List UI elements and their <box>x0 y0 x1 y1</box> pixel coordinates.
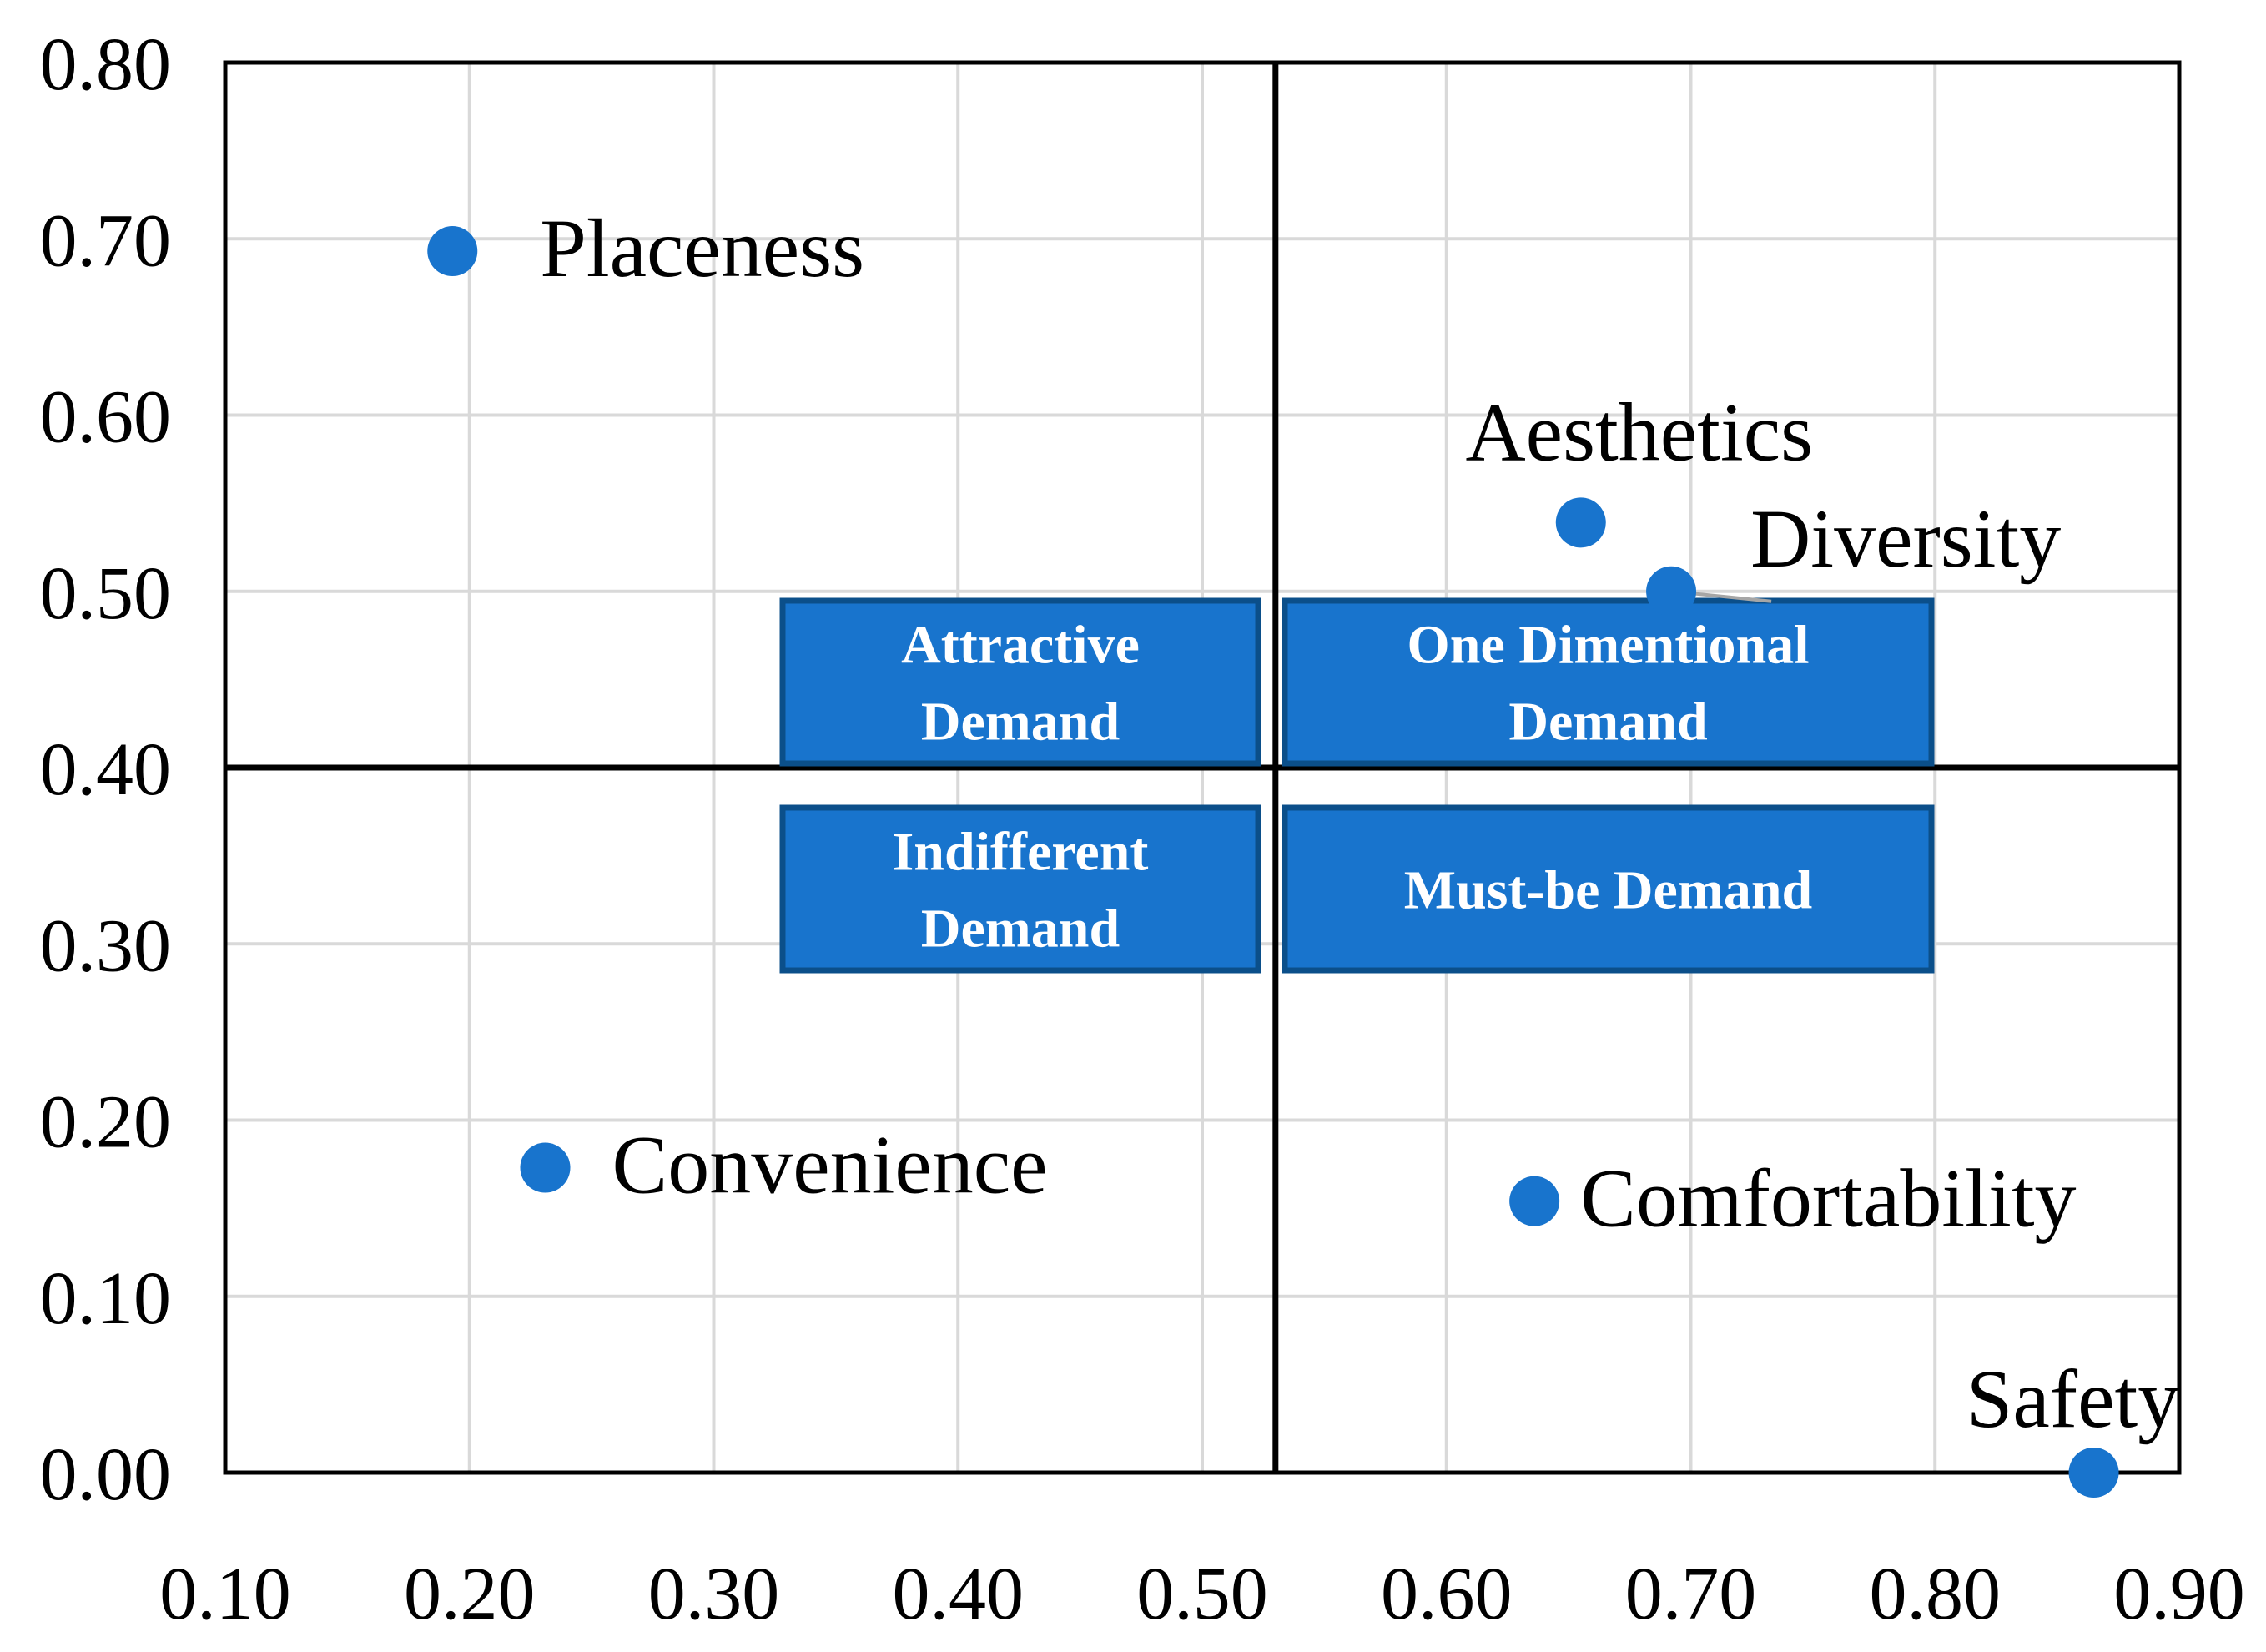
one-dimensional-box-label: One Dimentional <box>1407 615 1809 676</box>
one-dimensional-demand-box: One Dimentional Demand <box>1282 597 1935 767</box>
indifferent-box-bg <box>779 804 1261 974</box>
y-tick-label: 0.00 <box>40 1433 172 1516</box>
y-tick-label: 0.60 <box>40 376 172 459</box>
placeness-point <box>427 226 478 277</box>
quadrant-dividers <box>225 63 2179 1473</box>
convenience-point <box>520 1142 571 1193</box>
y-tick-label: 0.80 <box>40 23 172 106</box>
must-be-box-bg <box>1282 804 1935 974</box>
data-points: Placeness Aesthetics Diversity Convenience C… <box>427 202 2179 1498</box>
attractive-box-bg <box>779 597 1261 767</box>
indifferent-demand-box: Indifferent Demand <box>779 804 1261 974</box>
x-tick-label: 0.70 <box>1625 1553 1757 1635</box>
comfortability-point <box>1509 1176 1560 1226</box>
placeness-label: Placeness <box>540 202 864 295</box>
convenience-label: Convenience <box>612 1119 1048 1211</box>
diversity-point <box>1646 566 1697 617</box>
aesthetics-label: Aesthetics <box>1465 385 1813 478</box>
attractive-box-label: Attractive <box>901 615 1140 676</box>
indifferent-box-label: Demand <box>921 899 1120 959</box>
safety-label: Safety <box>1966 1352 2179 1445</box>
one-dimensional-box-label: Demand <box>1508 692 1707 753</box>
indifferent-box-label: Indifferent <box>893 822 1149 883</box>
axis-ticks: 0.10 0.20 0.30 0.40 0.50 0.60 0.70 0.80 0.90 0.00… <box>40 23 2245 1635</box>
one-dimensional-box-bg <box>1282 597 1935 767</box>
x-tick-label: 0.60 <box>1381 1553 1513 1635</box>
y-tick-label: 0.70 <box>40 199 172 282</box>
x-tick-label: 0.80 <box>1870 1553 2002 1635</box>
y-tick-label: 0.50 <box>40 552 172 635</box>
attractive-box-label: Demand <box>921 692 1120 753</box>
must-be-demand-box: Must-be Demand <box>1282 804 1935 974</box>
aesthetics-point <box>1555 497 1606 548</box>
x-tick-label: 0.50 <box>1136 1553 1268 1635</box>
x-tick-label: 0.20 <box>404 1553 536 1635</box>
y-tick-label: 0.40 <box>40 728 172 811</box>
comfortability-label: Comfortability <box>1580 1152 2076 1245</box>
y-tick-label: 0.30 <box>40 904 172 987</box>
x-tick-label: 0.90 <box>2113 1553 2245 1635</box>
x-tick-label: 0.10 <box>159 1553 291 1635</box>
must-be-box-label: Must-be Demand <box>1404 860 1813 921</box>
attractive-demand-box: Attractive Demand <box>779 597 1261 767</box>
x-tick-label: 0.30 <box>648 1553 780 1635</box>
safety-point <box>2068 1448 2119 1498</box>
y-tick-label: 0.20 <box>40 1081 172 1164</box>
y-tick-label: 0.10 <box>40 1257 172 1340</box>
x-tick-label: 0.40 <box>893 1553 1025 1635</box>
diversity-label: Diversity <box>1750 492 2061 585</box>
